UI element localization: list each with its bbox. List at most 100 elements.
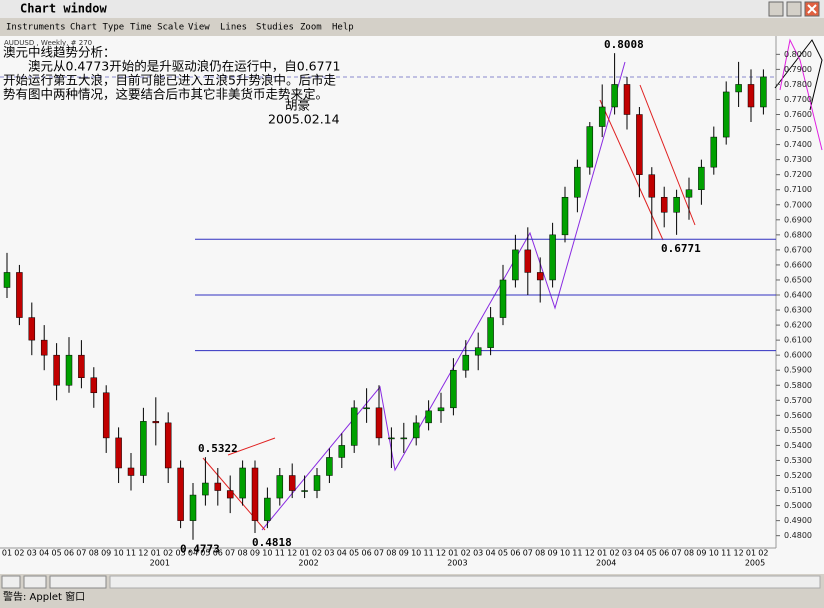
y-tick-label: 0.7700	[784, 95, 812, 104]
candle-body	[437, 407, 445, 412]
y-tick-label: 0.5200	[784, 471, 812, 480]
candle-body	[698, 166, 705, 190]
x-tick-label: 03	[622, 549, 632, 558]
candle-body	[673, 196, 680, 213]
candle-body	[350, 407, 358, 446]
candle-body	[412, 422, 420, 439]
annotation: 澳元中线趋势分析：	[3, 45, 116, 60]
candle-body	[202, 482, 209, 496]
annotation: 势有图中两种情况，这要结合后市其它非美货币走势来定。	[3, 87, 328, 102]
candle-body	[90, 377, 98, 394]
forecast-arrow	[779, 38, 823, 151]
candle-body	[710, 136, 718, 168]
menu-item[interactable]: Help	[332, 23, 354, 33]
y-tick-label: 0.6800	[784, 230, 812, 239]
menu-bar	[0, 18, 824, 36]
candle-body	[474, 347, 482, 356]
candle-body	[487, 317, 494, 348]
x-tick-label: 01	[151, 549, 161, 558]
price-label: 0.6771	[661, 242, 701, 255]
tool-button[interactable]	[1, 575, 21, 589]
price-label: 0.4773	[180, 543, 220, 556]
x-tick-label: 06	[362, 549, 372, 558]
candle-body	[40, 339, 48, 356]
x-tick-label: 02	[610, 549, 620, 558]
minimize-button[interactable]	[768, 1, 784, 17]
chart-area	[0, 36, 824, 574]
candle-body	[747, 84, 755, 108]
x-tick-label: 05	[52, 549, 62, 558]
candle-body	[152, 421, 160, 424]
candle-body	[16, 272, 23, 318]
candle-body	[598, 106, 606, 127]
x-tick-label: 10	[709, 549, 719, 558]
x-tick-label: 04	[188, 549, 198, 558]
menu-item[interactable]: Zoom	[300, 23, 322, 33]
title-bar	[0, 0, 824, 18]
x-tick-label: 05	[498, 549, 508, 558]
y-tick-label: 0.5700	[784, 396, 812, 405]
y-tick-label: 0.6600	[784, 260, 812, 269]
tool-field[interactable]	[49, 575, 107, 589]
menu-item[interactable]: Studies	[256, 23, 294, 33]
y-tick-label: 0.7400	[784, 140, 812, 149]
y-tick-label: 0.5500	[784, 426, 812, 435]
x-tick-label: 08	[89, 549, 99, 558]
x-tick-label: 12	[287, 549, 297, 558]
candle-body	[512, 249, 519, 281]
x-tick-label: 06	[659, 549, 669, 558]
x-tick-label: 03	[324, 549, 334, 558]
menu-item[interactable]: Chart Type	[70, 23, 124, 33]
x-tick-label: 01	[300, 549, 310, 558]
menu-item[interactable]: Instruments	[6, 23, 66, 33]
y-tick-label: 0.7000	[784, 200, 812, 209]
menu-item[interactable]: Lines	[220, 23, 247, 33]
year-label: 2003	[447, 559, 467, 568]
maximize-button[interactable]	[786, 1, 802, 17]
candle-body	[561, 196, 569, 236]
candle-body	[338, 445, 346, 458]
y-tick-label: 0.6000	[784, 351, 812, 360]
y-tick-label: 0.6100	[784, 336, 812, 345]
x-tick-label: 02	[461, 549, 471, 558]
x-tick-label: 10	[560, 549, 570, 558]
menu-item[interactable]: Time Scale	[130, 23, 184, 33]
candle-body	[65, 354, 73, 386]
wave-line	[261, 61, 626, 531]
candle-body	[760, 76, 767, 108]
menu-item[interactable]: View	[188, 23, 210, 33]
y-tick-label: 0.5400	[784, 441, 812, 450]
annotation: 胡豪	[285, 98, 310, 113]
candle-body	[388, 437, 395, 440]
y-tick-label: 0.5600	[784, 411, 812, 420]
x-tick-label: 09	[399, 549, 409, 558]
candle-body	[611, 84, 618, 108]
x-tick-label: 02	[312, 549, 322, 558]
candle-body	[115, 437, 122, 469]
candle-body	[586, 126, 594, 168]
x-tick-label: 09	[101, 549, 111, 558]
candle-body	[722, 91, 730, 138]
candle-body	[189, 494, 197, 521]
candle-body	[363, 407, 370, 410]
x-tick-label: 07	[523, 549, 533, 558]
candle-body	[400, 437, 408, 440]
x-tick-label: 12	[436, 549, 446, 558]
candle-body	[140, 421, 147, 476]
y-tick-label: 0.5100	[784, 486, 812, 495]
y-tick-label: 0.5800	[784, 381, 812, 390]
scroll-field[interactable]	[109, 575, 821, 589]
symbol-label: AUDUSD , Weekly, # 270	[4, 39, 92, 47]
tool-button[interactable]	[23, 575, 47, 589]
candle-body	[549, 234, 556, 281]
y-tick-label: 0.7500	[784, 125, 812, 134]
candle-body	[251, 467, 259, 521]
x-tick-label: 01	[746, 549, 756, 558]
trend-lines	[202, 38, 823, 531]
y-tick-label: 0.6500	[784, 275, 812, 284]
y-tick-label: 0.7800	[784, 80, 812, 89]
candle-body	[450, 369, 457, 409]
annotation: 2005.02.14	[268, 112, 340, 127]
